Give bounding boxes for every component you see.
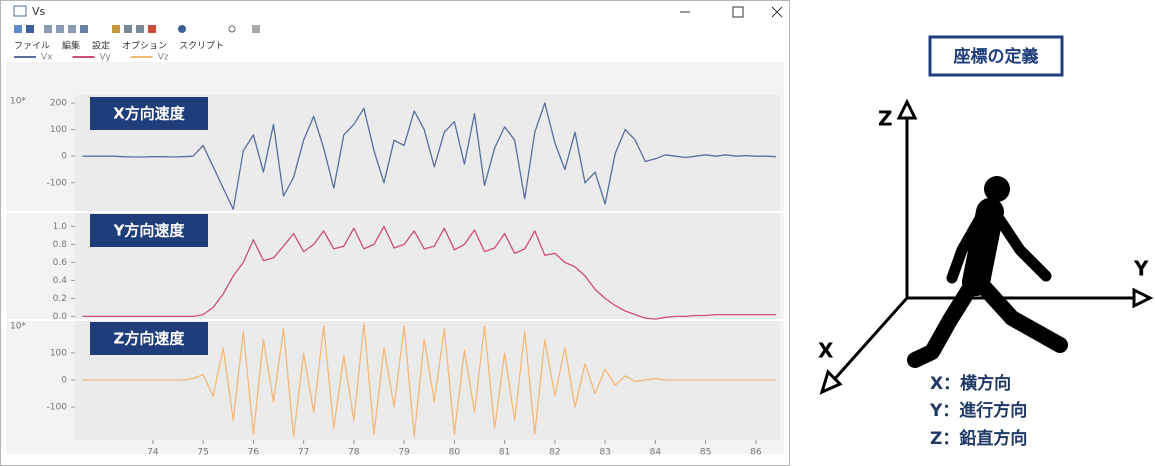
axis-label: Z — [878, 107, 893, 131]
axis-definition: X：横方向 — [930, 373, 1011, 394]
tool-icon[interactable] — [136, 25, 144, 33]
x-tick-label: 85 — [700, 448, 711, 458]
y-tick-label: 0.8 — [53, 240, 68, 250]
x-tick-label: 80 — [449, 448, 461, 458]
x-tick-label: 84 — [650, 448, 662, 458]
legend-label: Vx — [41, 53, 53, 63]
x-tick-label: 79 — [398, 448, 410, 458]
x-tick-label: 81 — [499, 448, 510, 458]
tool-icon[interactable] — [148, 25, 156, 33]
axis-label: Y — [1133, 257, 1149, 281]
y-tick-label: 0 — [61, 376, 67, 386]
menu-item[interactable]: オプション — [122, 41, 167, 52]
walking-person — [915, 176, 1060, 360]
axis-definition: Y：進行方向 — [929, 400, 1027, 421]
axis-definition: Z：鉛直方向 — [930, 428, 1027, 449]
y-tick-label: 1.0 — [53, 222, 68, 232]
tool-icon[interactable] — [44, 25, 52, 33]
coordinate-diagram: 座標の定義 Z Y X X：横方向 Y：進行方向 Z：鉛直方向 — [818, 37, 1150, 449]
x-tick-label: 76 — [248, 448, 260, 458]
tool-icon[interactable] — [252, 25, 260, 33]
y-tick-label: 0 — [61, 152, 67, 162]
x-tick-label: 77 — [298, 448, 309, 458]
menu-item[interactable]: 編集 — [62, 40, 80, 52]
window-title: Vs — [32, 5, 46, 18]
x-tick-label: 86 — [750, 448, 762, 458]
x-tick-label: 78 — [348, 448, 360, 458]
y-tick-label: 100 — [50, 125, 67, 135]
menu-item[interactable]: ファイル — [14, 42, 50, 52]
menu-item[interactable]: 設定 — [92, 40, 110, 52]
panel-label: Y方向速度 — [113, 222, 186, 240]
menu-item[interactable]: スクリプト — [179, 41, 224, 52]
x-tick-label: 83 — [599, 448, 610, 458]
legend-label: Vy — [99, 53, 111, 63]
page: Vs ファイル 編集設定 オプション スクリプト Vx Vy Vz 10* 200 100 0 -… — [0, 0, 1155, 466]
screenshot: Vs ファイル 編集設定 オプション スクリプト Vx Vy Vz 10* 200 100 0 -… — [0, 0, 1155, 466]
x-tick-label: 82 — [549, 448, 560, 458]
y-tick-label: 0.4 — [53, 276, 68, 286]
tool-icon[interactable] — [112, 25, 120, 33]
y-tick-label: 200 — [50, 98, 67, 108]
scale-label: 10* — [10, 322, 26, 332]
diagram-title: 座標の定義 — [954, 46, 1039, 67]
legend-label: Vz — [158, 53, 169, 63]
tool-icon[interactable] — [68, 25, 76, 33]
y-tick-label: 0.2 — [53, 294, 67, 304]
scale-label: 10* — [10, 97, 26, 107]
tool-icon[interactable] — [56, 25, 64, 33]
tool-icon[interactable] — [80, 25, 88, 33]
axis-label: X — [818, 339, 834, 363]
tool-icon[interactable] — [178, 25, 186, 33]
y-tick-label: 0.0 — [53, 312, 68, 322]
y-tick-label: -100 — [47, 178, 68, 188]
x-tick-label: 74 — [147, 448, 159, 458]
tool-icon[interactable] — [14, 25, 22, 33]
tool-icon[interactable] — [26, 25, 34, 33]
x-tick-label: 75 — [197, 448, 208, 458]
y-tick-label: 0.6 — [53, 258, 68, 268]
panel-label: Z方向速度 — [114, 330, 186, 348]
y-arrow — [1134, 290, 1150, 306]
x-axis — [832, 298, 907, 382]
panel-label: X方向速度 — [113, 105, 186, 123]
y-tick-label: -100 — [47, 403, 68, 413]
tool-icon[interactable] — [124, 25, 132, 33]
y-tick-label: 100 — [50, 348, 67, 358]
plot-area — [75, 95, 780, 440]
z-arrow — [899, 102, 915, 118]
